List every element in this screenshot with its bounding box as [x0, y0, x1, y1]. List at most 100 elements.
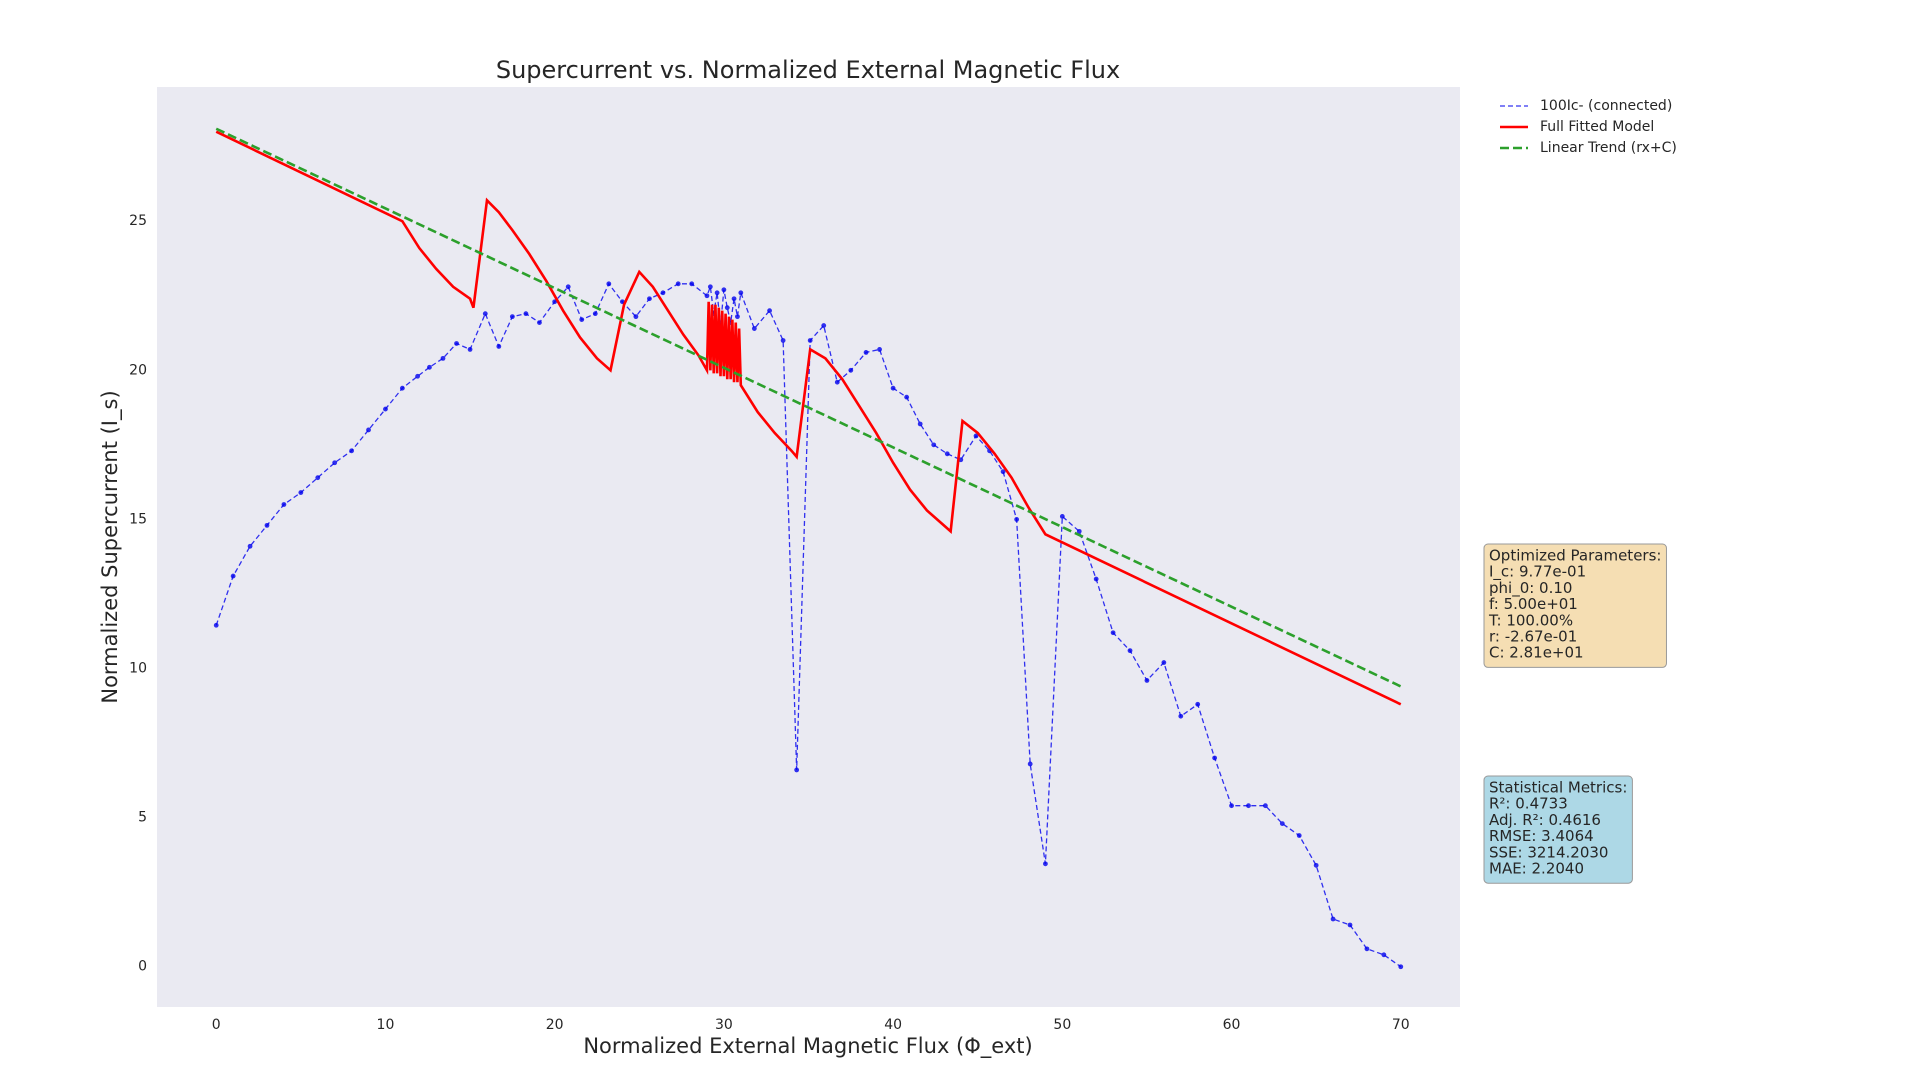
data-point: [1296, 833, 1302, 838]
data-point: [973, 433, 979, 439]
data-point: [1381, 952, 1387, 958]
data-point: [863, 350, 869, 355]
data-point: [1161, 660, 1167, 665]
legend-label: 100Ic- (connected): [1540, 98, 1672, 114]
data-point: [731, 296, 737, 302]
data-point: [1229, 803, 1234, 809]
text-box-background: [1483, 543, 1667, 668]
data-point: [848, 367, 854, 373]
data-point: [821, 323, 827, 328]
data-point: [675, 281, 681, 287]
data-point: [264, 522, 270, 528]
data-point: [366, 427, 371, 433]
x-tick-label: 20: [546, 1017, 564, 1033]
text-box-line: C: 2.81e+01: [1489, 644, 1584, 662]
data-point: [482, 311, 488, 317]
data-point: [834, 379, 840, 385]
series-line: [215, 130, 1402, 706]
data-point: [1178, 713, 1184, 719]
data-point: [660, 290, 666, 296]
data-point: [735, 314, 740, 320]
data-point: [1043, 861, 1048, 867]
data-point: [509, 314, 515, 320]
data-point: [904, 394, 910, 400]
data-point: [383, 406, 388, 412]
legend-label: Linear Trend (rx+C): [1540, 140, 1677, 156]
data-point: [707, 284, 713, 290]
text-box-line: phi_0: 0.10: [1489, 579, 1572, 598]
text-box: Optimized Parameters:I_c: 9.77e-01phi_0:…: [1483, 543, 1667, 668]
data-point: [1330, 916, 1336, 922]
data-point: [496, 344, 502, 349]
data-point: [877, 347, 882, 352]
data-point: [1262, 803, 1268, 809]
y-tick-label: 25: [129, 213, 147, 229]
text-box-line: T: 100.00%: [1488, 611, 1573, 629]
y-tick-label: 0: [138, 959, 147, 975]
y-tick-label: 15: [129, 511, 147, 527]
x-axis-label: Normalized External Magnetic Flux (Φ_ext…: [583, 1034, 1032, 1059]
data-point: [917, 421, 923, 427]
data-point: [454, 341, 459, 346]
data-point: [606, 281, 612, 287]
data-point: [751, 326, 757, 331]
data-point: [1127, 648, 1133, 654]
data-point: [1246, 803, 1251, 809]
y-tick-label: 5: [138, 810, 147, 826]
text-box-line: Optimized Parameters:: [1489, 547, 1661, 565]
data-point: [281, 502, 287, 507]
data-point: [440, 355, 446, 361]
data-point: [298, 490, 304, 495]
plot-area: [157, 87, 1460, 1007]
x-tick-label: 70: [1392, 1017, 1410, 1033]
data-point: [1364, 946, 1370, 952]
data-point: [552, 299, 558, 305]
data-point: [213, 622, 219, 628]
data-point: [780, 338, 786, 343]
data-point: [1014, 517, 1020, 522]
text-box-line: Adj. R²: 0.4616: [1489, 811, 1601, 829]
y-tick-label: 20: [129, 362, 147, 378]
text-box-line: RMSE: 3.4064: [1489, 827, 1594, 845]
text-box-line: MAE: 2.2040: [1489, 860, 1584, 878]
x-tick-label: 60: [1223, 1017, 1241, 1033]
data-point: [721, 287, 727, 293]
data-point: [1076, 528, 1082, 534]
data-point: [399, 385, 405, 391]
x-tick-label: 10: [377, 1017, 395, 1033]
series-line: [215, 127, 1402, 688]
data-point: [579, 317, 585, 323]
text-box-line: I_c: 9.77e-01: [1489, 563, 1586, 582]
data-point: [565, 284, 571, 290]
data-point: [767, 308, 772, 314]
y-axis-label: Normalized Supercurrent (I_s): [98, 390, 123, 703]
data-point: [349, 448, 355, 454]
chart-title: Supercurrent vs. Normalized External Mag…: [496, 56, 1120, 84]
data-point: [415, 373, 420, 379]
data-point: [332, 460, 338, 466]
text-box-background: [1483, 775, 1633, 884]
data-point: [807, 338, 813, 343]
data-point: [1059, 514, 1065, 519]
data-point: [738, 290, 744, 296]
data-point: [944, 451, 950, 457]
data-point: [724, 305, 730, 311]
data-point: [714, 290, 720, 296]
x-tick-label: 50: [1053, 1017, 1071, 1033]
data-point: [467, 347, 473, 352]
data-point: [633, 314, 639, 320]
data-point: [1093, 576, 1099, 582]
data-point: [1212, 755, 1218, 761]
data-point: [1000, 469, 1006, 475]
x-tick-label: 40: [884, 1017, 902, 1033]
x-tick-label: 30: [715, 1017, 733, 1033]
data-point: [1110, 630, 1116, 636]
data-point: [537, 320, 542, 325]
text-box-line: f: 5.00e+01: [1489, 595, 1578, 613]
legend-label: Full Fitted Model: [1540, 119, 1654, 135]
x-tick-label: 0: [212, 1017, 221, 1033]
data-point: [1313, 862, 1319, 868]
